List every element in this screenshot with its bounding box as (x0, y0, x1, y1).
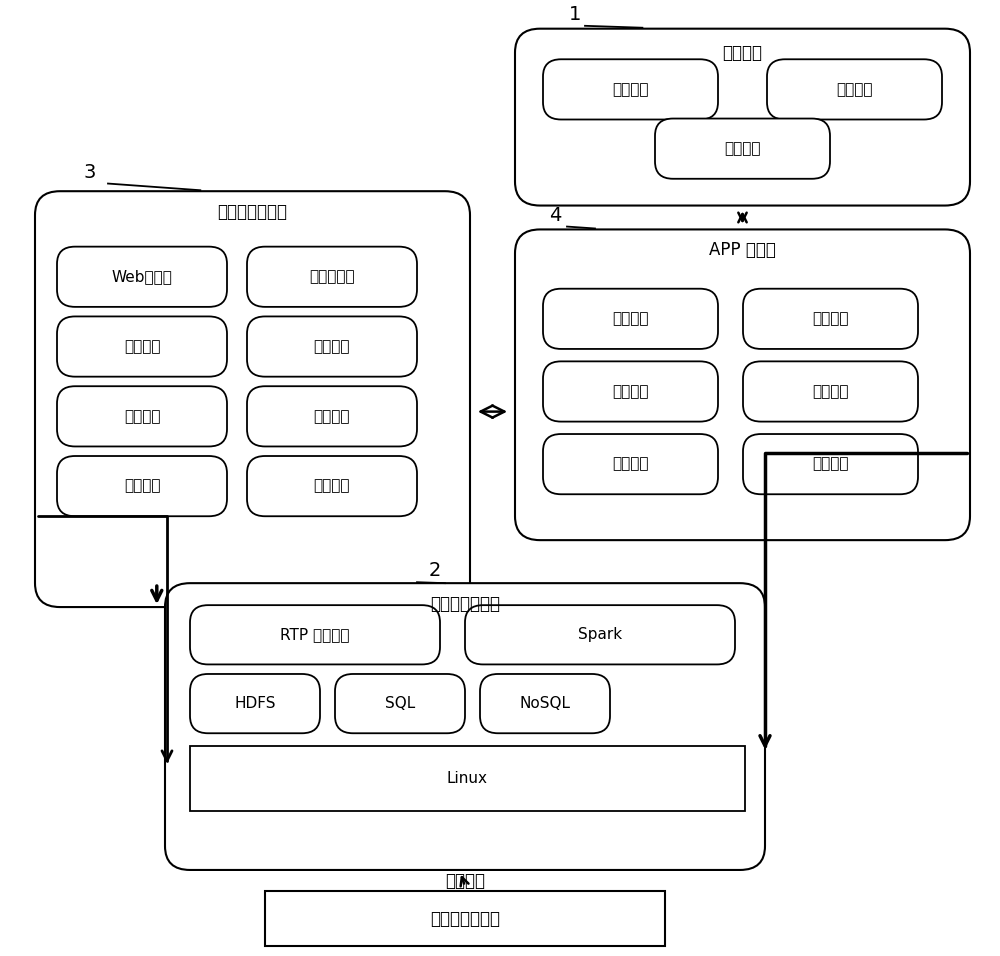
Text: Spark: Spark (578, 627, 622, 642)
Text: 图片上传: 图片上传 (612, 384, 649, 399)
Text: 应用服务器: 应用服务器 (309, 270, 355, 284)
FancyBboxPatch shape (743, 434, 918, 494)
FancyBboxPatch shape (543, 361, 718, 422)
FancyBboxPatch shape (165, 583, 765, 870)
FancyBboxPatch shape (335, 674, 465, 733)
Text: SQL: SQL (385, 696, 415, 711)
Text: 任务响应: 任务响应 (812, 384, 849, 399)
Text: 3: 3 (84, 163, 96, 182)
FancyBboxPatch shape (190, 674, 320, 733)
FancyBboxPatch shape (57, 386, 227, 446)
FancyBboxPatch shape (655, 119, 830, 179)
Text: 图片获取: 图片获取 (612, 82, 649, 97)
Text: 2: 2 (429, 561, 441, 580)
Text: 位置服务: 位置服务 (124, 339, 160, 354)
FancyBboxPatch shape (247, 316, 417, 377)
Text: 调度响应: 调度响应 (612, 457, 649, 471)
FancyBboxPatch shape (743, 289, 918, 349)
FancyBboxPatch shape (543, 289, 718, 349)
Text: 统计分析: 统计分析 (314, 479, 350, 493)
Text: Web服务器: Web服务器 (112, 270, 172, 284)
Text: 任务查询: 任务查询 (124, 479, 160, 493)
Text: Linux: Linux (447, 771, 488, 786)
FancyBboxPatch shape (190, 605, 440, 664)
Bar (190, 746, 745, 811)
Text: 电力系统数据库: 电力系统数据库 (430, 910, 500, 927)
Text: NoSQL: NoSQL (519, 696, 570, 711)
Text: 视频上传: 视频上传 (812, 312, 849, 326)
Text: APP 子系统: APP 子系统 (709, 242, 776, 259)
Text: 语音响应: 语音响应 (724, 141, 761, 156)
Text: 设备信息: 设备信息 (812, 457, 849, 471)
Text: 决策支持子系统: 决策支持子系统 (218, 204, 288, 221)
FancyBboxPatch shape (57, 247, 227, 307)
FancyBboxPatch shape (35, 191, 470, 607)
Text: 4: 4 (549, 206, 561, 225)
Text: 调度查询: 调度查询 (124, 409, 160, 424)
FancyBboxPatch shape (743, 361, 918, 422)
FancyBboxPatch shape (247, 247, 417, 307)
Text: 位置上传: 位置上传 (612, 312, 649, 326)
FancyBboxPatch shape (465, 605, 735, 664)
FancyBboxPatch shape (543, 434, 718, 494)
FancyBboxPatch shape (515, 29, 970, 206)
FancyBboxPatch shape (480, 674, 610, 733)
FancyBboxPatch shape (57, 316, 227, 377)
FancyBboxPatch shape (515, 229, 970, 540)
Text: 智能眼镜: 智能眼镜 (722, 44, 763, 61)
FancyBboxPatch shape (247, 386, 417, 446)
Text: 1: 1 (569, 5, 581, 24)
Text: 单向网闸: 单向网闸 (445, 873, 485, 890)
Text: 视频获取: 视频获取 (836, 82, 873, 97)
FancyBboxPatch shape (247, 456, 417, 516)
FancyBboxPatch shape (57, 456, 227, 516)
Text: 图片查询: 图片查询 (314, 409, 350, 424)
Text: RTP 视频服务: RTP 视频服务 (280, 627, 350, 642)
Text: HDFS: HDFS (234, 696, 276, 711)
Text: 电力大数据平台: 电力大数据平台 (430, 596, 500, 613)
FancyBboxPatch shape (543, 59, 718, 120)
FancyBboxPatch shape (767, 59, 942, 120)
Text: 视频直播: 视频直播 (314, 339, 350, 354)
Bar (265, 891, 665, 946)
